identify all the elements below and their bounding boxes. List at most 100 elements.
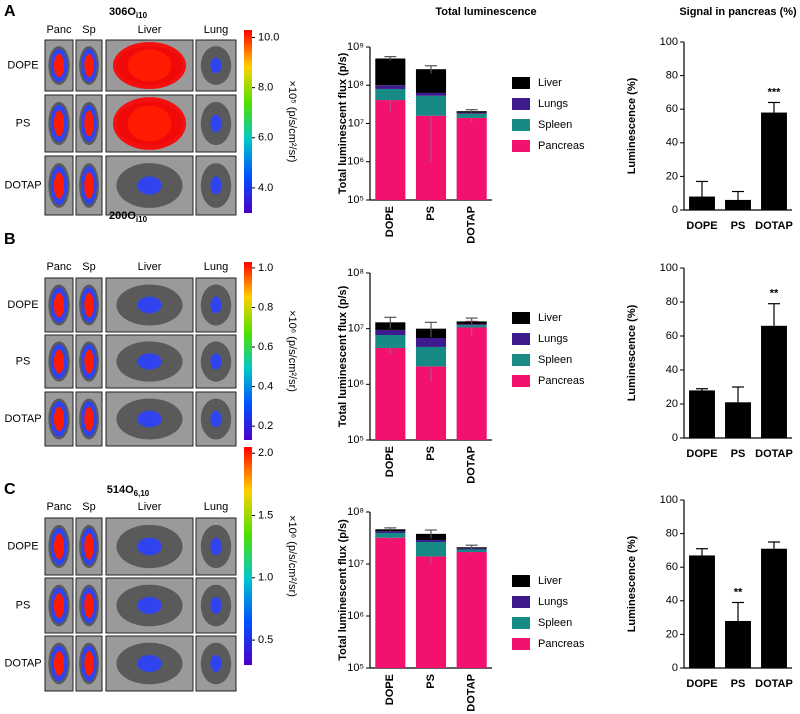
error-bar xyxy=(732,386,744,403)
x-tick-label: DOTAP xyxy=(466,674,478,712)
column-label: Liver xyxy=(138,261,162,273)
row-label: PS xyxy=(16,117,31,129)
legend-label: Lungs xyxy=(538,333,568,345)
y-axis-label: Luminescence (%) xyxy=(626,304,638,401)
signal-inner xyxy=(53,172,65,199)
signal-outer xyxy=(137,655,162,672)
bar-segment xyxy=(415,337,447,347)
y-tick-label: 20 xyxy=(666,398,678,410)
bar xyxy=(725,620,751,668)
bar-segment xyxy=(456,112,487,114)
chart-title: Total luminescence xyxy=(435,6,536,18)
bar-segment xyxy=(375,537,406,668)
error-bar xyxy=(696,548,708,556)
y-tick-label: 40 xyxy=(666,364,678,376)
bar-segment xyxy=(415,95,447,116)
error-bar xyxy=(425,65,437,74)
column-label: Sp xyxy=(82,261,95,273)
signal-inner xyxy=(84,406,94,432)
colorbar-tick-label: 0.6 xyxy=(258,341,273,353)
title-main: 200O xyxy=(109,210,136,222)
colorbar-tick-label: 2.0 xyxy=(258,447,273,459)
colorbar-tick-label: 0.2 xyxy=(258,420,273,432)
row-label: DOPE xyxy=(7,59,38,71)
bar xyxy=(689,196,715,210)
error-bar xyxy=(732,190,744,200)
x-tick-label: DOPE xyxy=(686,220,717,232)
signal-inner xyxy=(84,172,94,199)
row-label: DOPE xyxy=(7,299,38,311)
y-tick-label: 10⁹ xyxy=(347,41,364,53)
legend-label: Liver xyxy=(538,77,562,89)
bar-segment xyxy=(456,117,487,200)
signal-inner xyxy=(53,349,65,374)
x-tick-label: PS xyxy=(425,206,437,221)
signal-outer xyxy=(137,537,162,556)
x-tick-label: DOPE xyxy=(384,446,396,477)
y-axis-label: Luminescence (%) xyxy=(626,77,638,174)
row-label: DOPE xyxy=(7,540,38,552)
x-tick-label: DOPE xyxy=(686,448,717,460)
colorbar-tick-label: 10.0 xyxy=(258,31,279,43)
signal-outer xyxy=(210,176,222,195)
bar-segment xyxy=(415,541,447,557)
signal-inner xyxy=(127,49,172,82)
colorbar-label: ×10⁵ (p/s/cm²/sr) xyxy=(286,81,298,163)
y-axis-label: Total luminescent flux (p/s) xyxy=(337,519,349,661)
bar-segment xyxy=(415,346,447,367)
legend-label: Spleen xyxy=(538,354,572,366)
legend-swatch xyxy=(512,617,530,629)
legend-swatch xyxy=(512,77,530,89)
y-tick-label: 60 xyxy=(666,561,678,573)
y-tick-label: 40 xyxy=(666,595,678,607)
column-label: Liver xyxy=(138,501,162,513)
bar-segment xyxy=(456,552,487,668)
legend-swatch xyxy=(512,638,530,650)
panel-letter: B xyxy=(4,231,16,248)
signal-inner xyxy=(84,292,94,318)
error-bar xyxy=(384,56,397,61)
signal-outer xyxy=(210,410,222,428)
y-tick-label: 20 xyxy=(666,170,678,182)
y-tick-label: 10⁶ xyxy=(347,378,364,390)
y-tick-label: 10⁶ xyxy=(347,156,364,168)
error-bar xyxy=(732,601,744,621)
bar-segment xyxy=(415,69,447,93)
colorbar-tick-label: 1.0 xyxy=(258,572,273,584)
error-bar xyxy=(384,316,397,329)
x-tick-label: PS xyxy=(731,678,746,690)
bar-segment xyxy=(456,549,487,553)
colorbar-label: ×10⁶ (p/s/cm²/sr) xyxy=(286,310,298,392)
bar xyxy=(761,548,787,668)
x-tick-label: DOPE xyxy=(686,678,717,690)
signal-outer xyxy=(210,114,222,133)
y-axis-label: Luminescence (%) xyxy=(626,535,638,632)
signal-inner xyxy=(84,349,94,374)
y-tick-label: 20 xyxy=(666,628,678,640)
y-tick-label: 10⁸ xyxy=(347,506,364,518)
bar xyxy=(761,112,787,210)
bar xyxy=(761,325,787,438)
bar-segment xyxy=(375,329,406,335)
bar-segment xyxy=(415,556,447,668)
legend-swatch xyxy=(512,575,530,587)
error-bar xyxy=(465,544,478,550)
signal-outer xyxy=(210,597,222,614)
legend-swatch xyxy=(512,354,530,366)
signal-inner xyxy=(84,593,94,618)
x-tick-label: DOTAP xyxy=(755,220,793,232)
bar-segment xyxy=(456,113,487,118)
bar-segment xyxy=(375,532,406,538)
legend-label: Liver xyxy=(538,312,562,324)
signal-inner xyxy=(84,533,94,560)
panel-title: 306Oi10 xyxy=(109,6,148,20)
y-tick-label: 10⁸ xyxy=(347,79,364,91)
panel-letter: A xyxy=(4,3,16,20)
y-tick-label: 80 xyxy=(666,296,678,308)
legend-label: Lungs xyxy=(538,596,568,608)
y-tick-label: 40 xyxy=(666,137,678,149)
chart-title: Signal in pancreas (%) xyxy=(679,6,797,18)
y-tick-label: 0 xyxy=(672,662,678,674)
signal-outer xyxy=(210,57,222,74)
